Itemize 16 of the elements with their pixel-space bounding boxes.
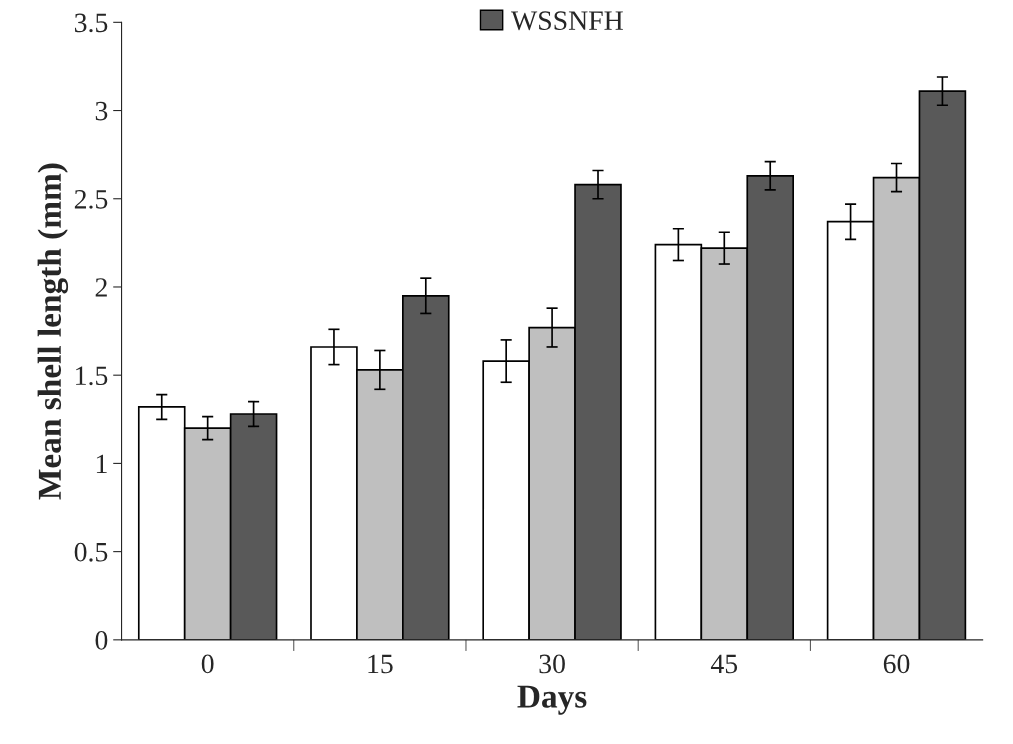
y-tick-label: 3 bbox=[95, 101, 108, 121]
y-axis-title: Mean shell length (mm) bbox=[37, 163, 69, 500]
y-tick-label: 0 bbox=[95, 631, 108, 650]
y-tick-label: 1.5 bbox=[76, 366, 108, 386]
x-tick-label: 60 bbox=[883, 654, 910, 674]
y-tick-label: 2 bbox=[95, 278, 107, 297]
legend-label: WSSNFH bbox=[511, 11, 623, 31]
y-tick-label: 0.5 bbox=[74, 542, 108, 562]
x-axis-title: Days bbox=[517, 685, 587, 715]
y-tick-label: 1 bbox=[96, 454, 107, 474]
x-tick-label: 0 bbox=[201, 654, 214, 674]
y-tick-label: 2.5 bbox=[74, 190, 108, 209]
y-tick-label: 3.5 bbox=[74, 13, 108, 33]
x-tick-label: 45 bbox=[710, 654, 738, 674]
x-tick-label: 30 bbox=[539, 654, 565, 674]
x-tick-label: 15 bbox=[368, 654, 393, 674]
